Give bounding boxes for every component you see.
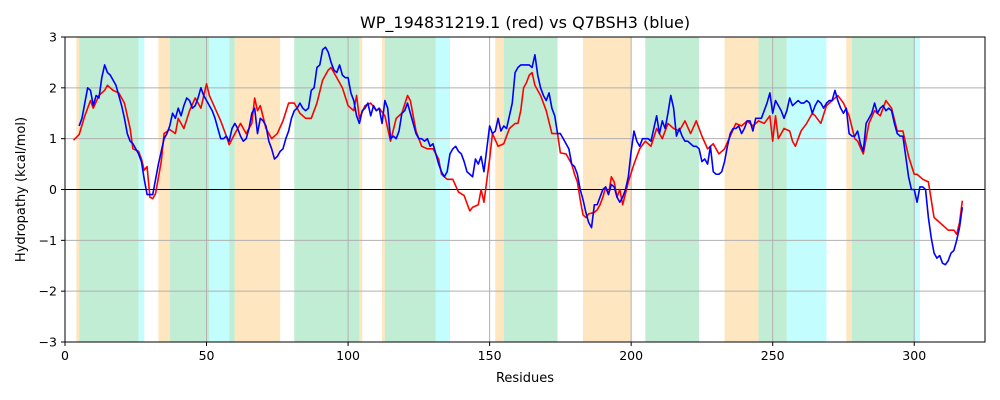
y-tick-label: 3 xyxy=(49,30,57,45)
x-tick-label: 250 xyxy=(761,348,785,363)
x-tick-label: 300 xyxy=(902,348,926,363)
y-tick-label: −3 xyxy=(39,335,57,350)
series-line-red xyxy=(72,66,964,236)
plot-area xyxy=(64,36,986,343)
y-tick-label: 1 xyxy=(49,131,57,146)
y-tick-label: −2 xyxy=(39,284,57,299)
x-tick-label: 150 xyxy=(478,348,502,363)
series-line-blue xyxy=(78,46,964,266)
series-lines xyxy=(72,46,964,266)
x-tick-label: 100 xyxy=(336,348,360,363)
gridlines xyxy=(64,36,985,343)
x-axis-label: Residues xyxy=(496,371,554,386)
y-tick-label: 0 xyxy=(49,182,57,197)
y-tick-label: −1 xyxy=(39,233,57,248)
x-axis-ticks: 0 50 100 150 200 250 300 xyxy=(61,342,926,363)
x-tick-label: 0 xyxy=(61,348,69,363)
y-axis-label: Hydropathy (kcal/mol) xyxy=(14,117,29,262)
y-tick-label: 2 xyxy=(49,80,57,95)
y-axis-ticks: −3 −2 −1 0 1 2 3 xyxy=(39,30,65,350)
chart-title: WP_194831219.1 (red) vs Q7BSH3 (blue) xyxy=(360,13,690,33)
x-tick-label: 50 xyxy=(199,348,215,363)
x-tick-label: 200 xyxy=(619,348,643,363)
